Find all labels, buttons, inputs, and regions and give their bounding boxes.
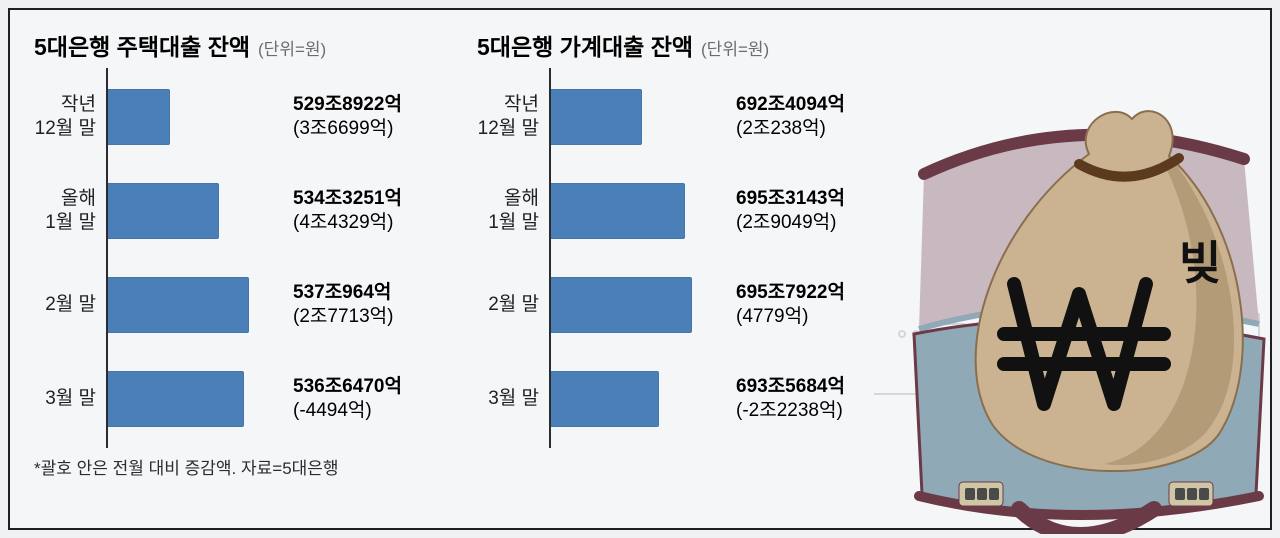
chart-title-text: 5대은행 가계대출 잔액 xyxy=(477,28,693,62)
bar xyxy=(549,183,685,239)
axis-line xyxy=(106,256,108,354)
bar-area xyxy=(106,264,281,346)
bar-area xyxy=(549,264,724,346)
axis-line xyxy=(106,68,108,166)
value-label: 695조3143억 xyxy=(736,187,845,211)
delta-label: (4조4329억) xyxy=(293,211,402,235)
bar-row: 올해 1월 말 534조3251억(4조4329억) xyxy=(34,170,429,252)
delta-label: (2조238억) xyxy=(736,117,845,141)
chart-unit-label: (단위=원) xyxy=(701,35,769,60)
bar-row: 2월 말 695조7922억(4779억) xyxy=(477,264,872,346)
category-label: 작년 12월 말 xyxy=(34,93,106,141)
value-group: 529조8922억(3조6699억) xyxy=(293,93,402,141)
value-group: 536조6470억(-4494억) xyxy=(293,375,402,423)
bar-row: 올해 1월 말 695조3143억(2조9049억) xyxy=(477,170,872,252)
bar-row: 작년 12월 말 529조8922억(3조6699억) xyxy=(34,76,429,158)
bar-area xyxy=(106,358,281,440)
value-label: 695조7922억 xyxy=(736,281,845,305)
value-group: 692조4094억(2조238억) xyxy=(736,93,845,141)
value-group: 534조3251억(4조4329억) xyxy=(293,187,402,235)
bar-chart: 5대은행 가계대출 잔액 (단위=원) 작년 12월 말 692조4094억(2조23… xyxy=(477,28,872,440)
bar xyxy=(549,277,692,333)
category-label: 2월 말 xyxy=(477,293,549,317)
delta-label: (2조7713억) xyxy=(293,305,393,329)
footnote: *괄호 안은 전월 대비 증감액. 자료=5대은행 xyxy=(34,454,1246,479)
delta-label: (2조9049억) xyxy=(736,211,845,235)
bar-row: 3월 말 693조5684억(-2조2238억) xyxy=(477,358,872,440)
chart-unit-label: (단위=원) xyxy=(258,35,326,60)
delta-label: (4779억) xyxy=(736,305,845,329)
value-group: 695조3143억(2조9049억) xyxy=(736,187,845,235)
value-group: 693조5684억(-2조2238억) xyxy=(736,375,845,423)
delta-label: (-2조2238억) xyxy=(736,399,845,423)
charts-container: 5대은행 주택대출 잔액 (단위=원) 작년 12월 말 529조8922억(3조66… xyxy=(34,28,1246,440)
delta-label: (3조6699억) xyxy=(293,117,402,141)
value-group: 537조964억(2조7713억) xyxy=(293,281,393,329)
value-label: 692조4094억 xyxy=(736,93,845,117)
chart-title: 5대은행 가계대출 잔액 (단위=원) xyxy=(477,28,872,62)
axis-line xyxy=(549,256,551,354)
bar-area xyxy=(106,170,281,252)
bar-chart: 5대은행 주택대출 잔액 (단위=원) 작년 12월 말 529조8922억(3조66… xyxy=(34,28,429,440)
category-label: 3월 말 xyxy=(477,387,549,411)
category-label: 2월 말 xyxy=(34,293,106,317)
bar xyxy=(549,371,659,427)
value-label: 693조5684억 xyxy=(736,375,845,399)
chart-title: 5대은행 주택대출 잔액 (단위=원) xyxy=(34,28,429,62)
value-group: 695조7922억(4779억) xyxy=(736,281,845,329)
bar xyxy=(106,89,170,145)
infographic-frame: 5대은행 주택대출 잔액 (단위=원) 작년 12월 말 529조8922억(3조66… xyxy=(8,8,1272,530)
axis-line xyxy=(106,350,108,448)
delta-label: (-4494억) xyxy=(293,399,402,423)
category-label: 올해 1월 말 xyxy=(34,187,106,235)
bar xyxy=(106,371,244,427)
bar xyxy=(549,89,642,145)
category-label: 올해 1월 말 xyxy=(477,187,549,235)
bar-area xyxy=(549,358,724,440)
axis-line xyxy=(549,350,551,448)
category-label: 3월 말 xyxy=(34,387,106,411)
bar-area xyxy=(549,170,724,252)
axis-line xyxy=(549,162,551,260)
axis-line xyxy=(106,162,108,260)
value-label: 537조964억 xyxy=(293,281,393,305)
value-label: 534조3251억 xyxy=(293,187,402,211)
bar-row: 작년 12월 말 692조4094억(2조238억) xyxy=(477,76,872,158)
bar-row: 2월 말 537조964억(2조7713억) xyxy=(34,264,429,346)
bar-area xyxy=(106,76,281,158)
value-label: 536조6470억 xyxy=(293,375,402,399)
category-label: 작년 12월 말 xyxy=(477,93,549,141)
bar-row: 3월 말 536조6470억(-4494억) xyxy=(34,358,429,440)
bar xyxy=(106,277,249,333)
bar xyxy=(106,183,219,239)
bar-area xyxy=(549,76,724,158)
value-label: 529조8922억 xyxy=(293,93,402,117)
axis-line xyxy=(549,68,551,166)
chart-title-text: 5대은행 주택대출 잔액 xyxy=(34,28,250,62)
